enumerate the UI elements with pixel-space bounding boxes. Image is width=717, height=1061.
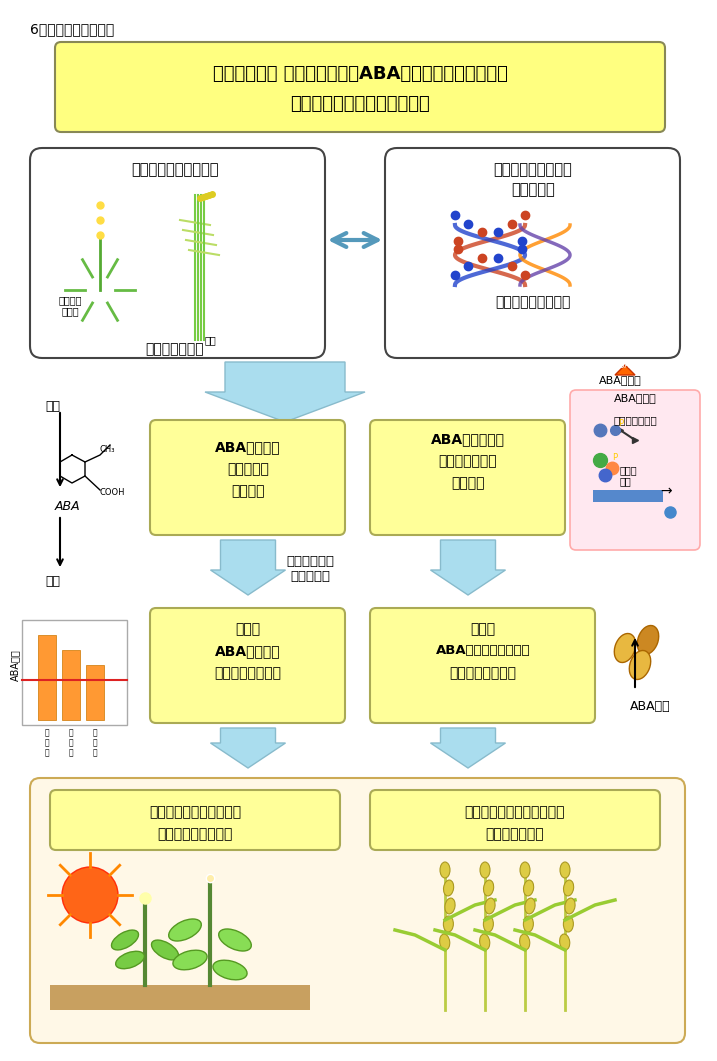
Ellipse shape (480, 934, 490, 950)
Text: ゲノムの全塩基配列: ゲノムの全塩基配列 (493, 162, 572, 177)
FancyBboxPatch shape (30, 147, 325, 358)
Text: ABAの量: ABAの量 (10, 649, 20, 681)
Text: 高品質で安定した種子生産: 高品質で安定した種子生産 (465, 805, 565, 819)
Bar (593, 490, 663, 502)
Bar (22, 620, 127, 725)
Ellipse shape (560, 862, 570, 879)
Text: コントロールする: コントロールする (450, 666, 516, 680)
FancyArrow shape (211, 540, 285, 595)
Text: P: P (618, 419, 623, 428)
Bar (86, 665, 104, 720)
Text: COOH: COOH (100, 488, 125, 497)
Ellipse shape (480, 862, 490, 879)
Text: →: → (660, 484, 672, 498)
Text: P: P (612, 453, 617, 462)
Text: 解明する: 解明する (232, 484, 265, 498)
Text: コントロールする: コントロールする (214, 666, 282, 680)
Ellipse shape (614, 633, 636, 662)
Text: モデル実験植物の利用: モデル実験植物の利用 (131, 162, 219, 177)
Text: イネ: イネ (204, 335, 216, 345)
Text: 遺伝子
発現: 遺伝子 発現 (620, 465, 637, 487)
Text: ABAの受容: ABAの受容 (599, 375, 642, 385)
Ellipse shape (523, 880, 533, 895)
FancyBboxPatch shape (50, 790, 340, 850)
Circle shape (62, 867, 118, 923)
Ellipse shape (523, 916, 533, 932)
FancyBboxPatch shape (385, 147, 680, 358)
FancyBboxPatch shape (370, 420, 565, 535)
Bar (38, 634, 56, 720)
Ellipse shape (565, 898, 575, 914)
FancyBboxPatch shape (370, 790, 660, 850)
Text: ABAの合成・: ABAの合成・ (215, 440, 281, 454)
Text: ABAの受容: ABAの受容 (614, 393, 656, 403)
Text: シグナルの流れ: シグナルの流れ (613, 415, 657, 425)
Ellipse shape (444, 880, 454, 895)
Text: 分解: 分解 (45, 575, 60, 588)
Ellipse shape (560, 934, 570, 950)
Text: 6．研究のイメージ図: 6．研究のイメージ図 (30, 22, 114, 36)
Ellipse shape (520, 934, 530, 950)
Text: 乾燥・塩・低温ストレス: 乾燥・塩・低温ストレス (149, 805, 241, 819)
Polygon shape (615, 365, 635, 375)
Ellipse shape (485, 898, 495, 914)
Text: ABA: ABA (55, 500, 80, 514)
FancyArrow shape (430, 728, 505, 768)
Text: 植物内: 植物内 (235, 622, 260, 636)
Text: ゲノム科学的な研究: ゲノム科学的な研究 (495, 295, 571, 309)
Ellipse shape (111, 930, 138, 950)
Ellipse shape (483, 880, 494, 895)
Text: 副
乙
燥: 副 乙 燥 (92, 728, 98, 758)
Text: 植物の: 植物の (470, 622, 495, 636)
Text: 解明する: 解明する (451, 476, 485, 490)
Ellipse shape (630, 650, 651, 679)
Text: ABAの受容から: ABAの受容から (431, 432, 505, 446)
FancyBboxPatch shape (370, 608, 595, 723)
Ellipse shape (168, 919, 201, 941)
Text: バイオテクノロジーへの応用: バイオテクノロジーへの応用 (290, 95, 430, 114)
FancyBboxPatch shape (30, 778, 685, 1043)
Text: 耐性植物を開発する: 耐性植物を開発する (157, 827, 233, 841)
Text: 副
蔵
頭: 副 蔵 頭 (69, 728, 73, 758)
Ellipse shape (637, 626, 659, 655)
Bar (62, 650, 80, 720)
FancyBboxPatch shape (55, 42, 665, 132)
Ellipse shape (445, 898, 455, 914)
Text: 合成: 合成 (45, 400, 60, 413)
Ellipse shape (173, 951, 207, 970)
Text: シロイヌ
ナズナ: シロイヌ ナズナ (58, 295, 82, 316)
Text: ABA: ABA (615, 361, 631, 369)
Text: 情報の利用: 情報の利用 (511, 182, 555, 197)
Ellipse shape (564, 916, 574, 932)
Ellipse shape (443, 916, 453, 932)
Ellipse shape (440, 934, 450, 950)
Ellipse shape (213, 960, 247, 979)
Ellipse shape (440, 862, 450, 879)
FancyArrow shape (430, 540, 505, 595)
Ellipse shape (564, 880, 574, 895)
Text: 遺伝子発現まで: 遺伝子発現まで (439, 454, 498, 468)
FancyBboxPatch shape (150, 608, 345, 723)
Ellipse shape (219, 929, 252, 951)
Bar (50, 985, 310, 1010)
Text: ABA処理: ABA処理 (630, 700, 670, 713)
Ellipse shape (115, 952, 144, 969)
Text: CH₃: CH₃ (100, 445, 115, 454)
Text: 遺伝子組換え
技術を利用: 遺伝子組換え 技術を利用 (286, 555, 334, 582)
Text: 技術を開発する: 技術を開発する (485, 827, 544, 841)
Ellipse shape (520, 862, 530, 879)
Text: 副
社
長: 副 社 長 (44, 728, 49, 758)
Ellipse shape (151, 940, 179, 960)
Text: 遺伝学的な研究: 遺伝学的な研究 (146, 342, 204, 356)
Text: 分解機構を: 分解機構を (227, 462, 269, 476)
Text: ABAに対する応答性を: ABAに対する応答性を (436, 644, 531, 657)
Text: ABAレベルを: ABAレベルを (215, 644, 281, 658)
FancyBboxPatch shape (570, 390, 700, 550)
FancyArrow shape (211, 728, 285, 768)
FancyBboxPatch shape (150, 420, 345, 535)
FancyArrow shape (205, 362, 365, 422)
Ellipse shape (483, 916, 493, 932)
Text: 植物ホルモン アブシジン酸（ABA）の制御機構の解明と: 植物ホルモン アブシジン酸（ABA）の制御機構の解明と (212, 65, 508, 83)
Ellipse shape (525, 898, 535, 914)
